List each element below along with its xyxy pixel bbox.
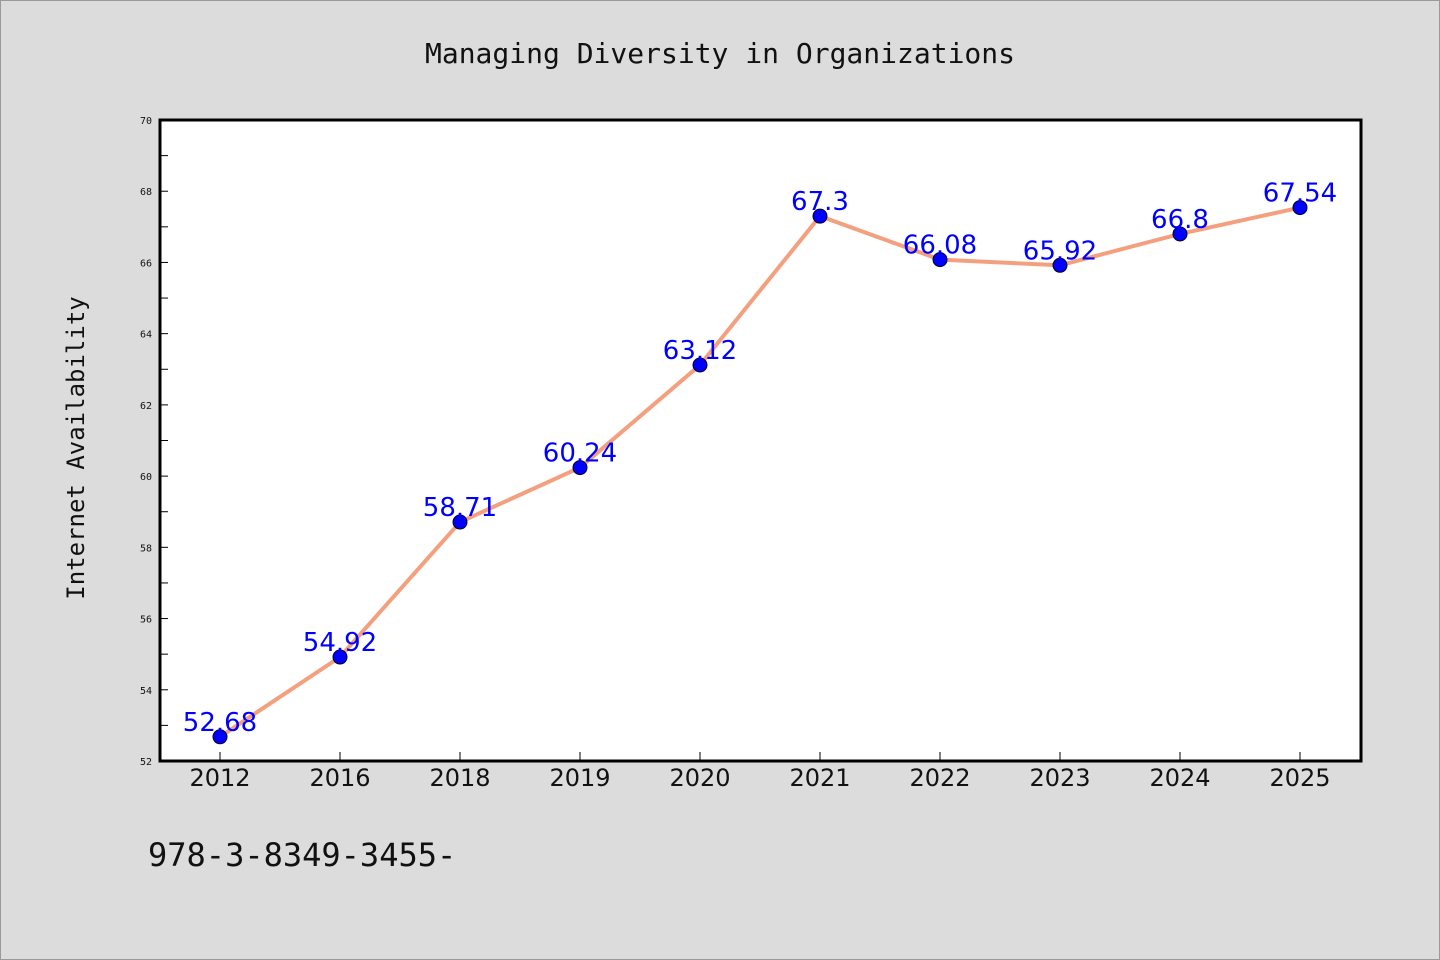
data-label-layer: 52.68 54.92 58.71 60.24 63.12 67.3 66.08 65.92 6… [183, 179, 1337, 738]
data-point [932, 252, 948, 268]
data-point [1172, 226, 1188, 242]
data-label: 67.3 [791, 187, 849, 217]
x-tick-label: 2020 [669, 764, 730, 792]
x-tick-label: 2022 [909, 764, 970, 792]
chart-title: Managing Diversity in Organizations [425, 37, 1015, 70]
data-point [812, 208, 828, 224]
x-tick-label: 2018 [429, 764, 490, 792]
data-point [572, 460, 588, 476]
data-label: 67.54 [1263, 179, 1337, 209]
series-layer [212, 200, 1308, 745]
y-tick-label: 64 [140, 330, 152, 341]
data-label: 63.12 [663, 336, 737, 366]
data-point [212, 729, 228, 745]
data-point [452, 514, 468, 530]
y-tick-label: 68 [140, 187, 152, 198]
data-label: 60.24 [543, 439, 617, 469]
data-point [332, 649, 348, 665]
data-label: 65.92 [1023, 236, 1097, 266]
y-tick-label: 60 [140, 472, 152, 483]
data-label: 66.08 [903, 231, 977, 261]
data-point [1052, 257, 1068, 273]
data-label: 58.71 [423, 493, 497, 523]
data-label: 52.68 [183, 708, 257, 738]
data-label: 66.8 [1151, 205, 1209, 235]
x-axis-ticks: 2012 2016 2018 2019 2020 2021 2022 2023 2024 2025 [189, 752, 1331, 792]
y-axis-label: Internet Availability [62, 296, 90, 599]
y-tick-label: 70 [140, 116, 152, 127]
x-tick-label: 2025 [1269, 764, 1330, 792]
x-tick-label: 2024 [1149, 764, 1210, 792]
x-tick-label: 2023 [1029, 764, 1090, 792]
x-tick-label: 2012 [189, 764, 250, 792]
footer-isbn-text: 978-3-8349-3455- [148, 836, 456, 874]
y-axis-ticks: 52 54 56 58 60 62 64 66 68 70 [140, 116, 168, 768]
series-line [218, 205, 1302, 739]
plot-area [158, 118, 1363, 763]
y-tick-label: 58 [140, 543, 152, 554]
x-tick-label: 2016 [309, 764, 370, 792]
y-tick-label: 52 [140, 757, 152, 768]
x-tick-label: 2021 [789, 764, 850, 792]
y-tick-label: 56 [140, 615, 152, 626]
x-tick-label: 2019 [549, 764, 610, 792]
y-tick-label: 66 [140, 258, 152, 269]
y-tick-label: 54 [140, 686, 152, 697]
data-point [1292, 200, 1308, 216]
data-label: 54.92 [303, 628, 377, 658]
data-point [692, 357, 708, 373]
y-tick-label: 62 [140, 401, 152, 412]
